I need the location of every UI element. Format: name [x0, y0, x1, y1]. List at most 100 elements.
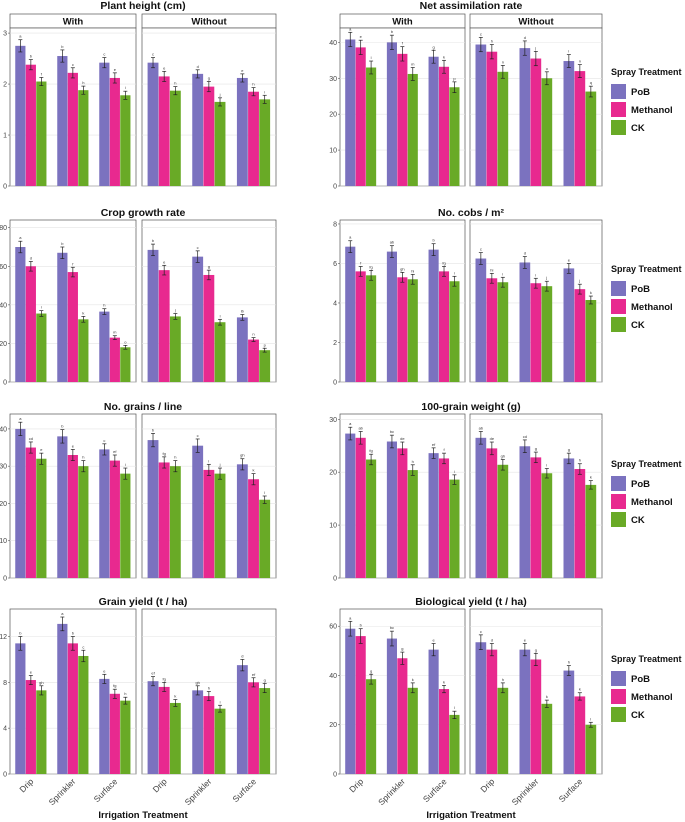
significance-letter: h — [103, 303, 105, 308]
significance-letter: c — [480, 629, 482, 634]
significance-letter: h — [579, 458, 581, 463]
significance-letter: ef — [432, 442, 436, 447]
x-tick-label: Drip — [151, 776, 169, 794]
significance-letter: d — [197, 64, 199, 69]
bar-pob-surface — [563, 458, 575, 578]
bar-methanol-drip — [25, 680, 36, 774]
bar-methanol-drip — [355, 271, 366, 382]
bar-ck-drip — [36, 81, 47, 186]
bar-methanol-sprinkler — [530, 457, 542, 578]
bar-methanol-surface — [248, 682, 259, 774]
significance-letter: ib — [241, 309, 245, 314]
y-tick-label: 0 — [3, 772, 7, 779]
significance-letter: gh — [501, 453, 505, 458]
bar-methanol-surface — [438, 271, 450, 382]
significance-letter: i — [208, 458, 209, 463]
bar-ck-surface — [449, 87, 460, 186]
significance-letter: j — [578, 278, 580, 283]
chart-title: 100-grain weight (g) — [421, 401, 520, 413]
bar-methanol-sprinkler — [203, 469, 215, 578]
significance-letter: h — [208, 686, 210, 691]
bar-pob-drip — [475, 642, 487, 774]
bar-pob-drip — [345, 246, 356, 382]
significance-letter: h — [124, 691, 126, 696]
bar-methanol-surface — [438, 689, 450, 774]
significance-letter: b — [72, 631, 75, 636]
y-tick-label: 40 — [329, 40, 337, 47]
bar-pob-sprinkler — [57, 252, 68, 382]
significance-letter: b — [61, 241, 64, 246]
y-tick-label: 3 — [3, 31, 7, 38]
significance-letter: fg — [113, 683, 116, 688]
significance-letter: p — [453, 76, 456, 81]
legend-title: Spray Treatment — [611, 67, 682, 77]
bar-methanol-sprinkler — [203, 86, 215, 186]
significance-letter: e — [114, 67, 117, 72]
bar-pob-sprinkler — [57, 56, 68, 186]
significance-letter: a — [61, 611, 64, 616]
significance-letter: b — [391, 29, 394, 34]
bar-ck-drip — [36, 458, 47, 578]
bar-pob-surface — [428, 249, 439, 382]
bar-ck-sprinkler — [78, 90, 89, 186]
legend-label: CK — [631, 320, 645, 331]
y-tick-label: 20 — [329, 470, 337, 477]
legend-swatch-pob — [611, 476, 626, 491]
x-axis-label: Irrigation Treatment — [426, 810, 516, 821]
significance-letter: c — [72, 62, 74, 67]
significance-letter: o — [124, 339, 127, 344]
significance-letter: d — [524, 251, 526, 256]
bar-ck-surface — [259, 350, 271, 382]
significance-letter: e — [72, 443, 75, 448]
significance-letter: g — [208, 264, 210, 269]
bar-pob-sprinkler — [386, 42, 397, 187]
significance-letter: j — [219, 92, 221, 97]
significance-letter: e — [40, 447, 43, 452]
legend-label: PoB — [631, 479, 650, 490]
significance-letter: de — [400, 436, 405, 441]
bar-methanol-surface — [248, 479, 259, 578]
bar-pob-surface — [428, 453, 439, 578]
y-tick-label: 80 — [0, 225, 7, 232]
bar-methanol-surface — [248, 91, 259, 186]
bar-ck-sprinkler — [541, 473, 553, 578]
bar-methanol-surface — [109, 77, 120, 186]
bar-pob-drip — [345, 628, 356, 774]
y-tick-label: 6 — [333, 261, 337, 268]
bar-methanol-sprinkler — [67, 643, 78, 774]
significance-letter: bc — [390, 429, 394, 434]
bar-pob-sprinkler — [386, 251, 397, 382]
significance-letter: f — [443, 447, 445, 452]
significance-letter: a — [349, 235, 352, 240]
chart-title: Biological yield (t / ha) — [415, 596, 526, 608]
y-tick-label: 60 — [0, 264, 7, 271]
significance-letter: c — [82, 644, 84, 649]
y-tick-label: 2 — [3, 82, 7, 89]
bar-methanol-drip — [158, 76, 170, 186]
bar-ck-sprinkler — [541, 286, 553, 382]
y-tick-label: 8 — [3, 680, 7, 687]
bar-ck-drip — [366, 679, 377, 774]
y-tick-label: 20 — [329, 722, 337, 729]
bar-ck-sprinkler — [214, 473, 226, 578]
bar-methanol-sprinkler — [67, 272, 78, 382]
bar-ck-surface — [585, 300, 597, 382]
bar-ck-surface — [120, 473, 131, 578]
bar-methanol-drip — [158, 462, 170, 578]
bar-ck-surface — [449, 479, 460, 578]
significance-letter: e — [568, 257, 571, 262]
legend-label: PoB — [631, 87, 650, 98]
significance-letter: c — [197, 433, 199, 438]
bar-methanol-drip — [158, 686, 170, 774]
y-tick-label: 4 — [333, 300, 337, 307]
bar-ck-drip — [169, 90, 181, 186]
y-tick-label: 12 — [0, 634, 7, 641]
bar-methanol-surface — [438, 66, 450, 186]
significance-letter: d — [30, 255, 32, 260]
significance-letter: f — [41, 71, 43, 76]
significance-letter: g — [264, 677, 266, 682]
x-tick-label: Sprinkler — [47, 776, 78, 807]
significance-letter: c — [480, 247, 482, 252]
y-tick-label: 0 — [333, 380, 337, 387]
bar-methanol-surface — [109, 337, 120, 382]
